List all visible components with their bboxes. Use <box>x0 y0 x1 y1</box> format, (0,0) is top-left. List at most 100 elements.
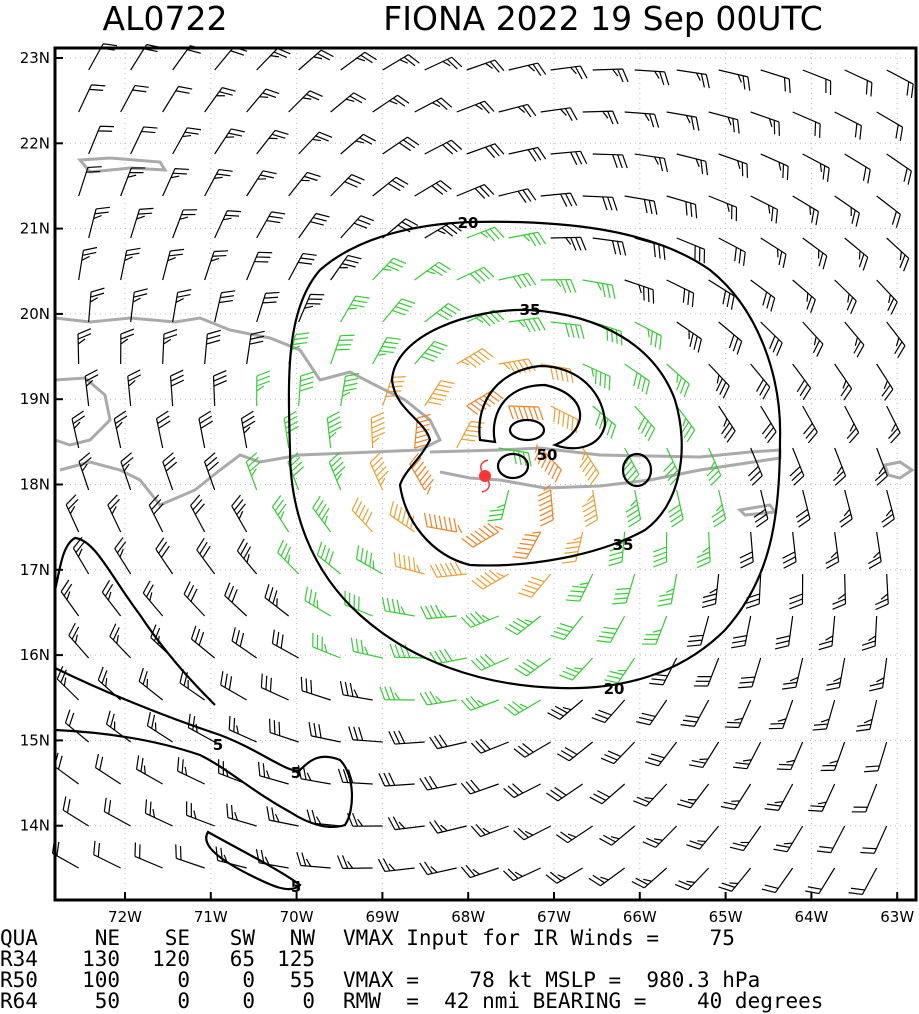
wind-barb <box>330 92 367 113</box>
wind-barb <box>760 405 777 444</box>
wind-barb <box>792 111 821 138</box>
wind-barb <box>351 497 374 533</box>
wind-barb <box>256 47 291 71</box>
wind-barb <box>750 195 779 224</box>
wind-barb <box>460 779 499 795</box>
wind-barb <box>693 657 720 687</box>
wind-barb <box>844 153 871 184</box>
wind-barb <box>876 111 904 142</box>
wind-barb <box>298 131 333 155</box>
wind-barb <box>686 615 710 647</box>
wind-barb <box>382 376 406 407</box>
wind-barb <box>344 590 373 617</box>
wind-barb <box>330 334 355 365</box>
wind-barb <box>456 100 495 114</box>
lon-label: 68W <box>451 908 485 926</box>
wind-barb <box>378 772 415 787</box>
wind-barb <box>336 855 373 869</box>
wind-barb <box>592 321 623 346</box>
wind-barb <box>424 380 455 407</box>
wind-barb <box>224 582 248 617</box>
wind-barb <box>750 111 780 136</box>
wind-barb <box>228 715 257 743</box>
wind-barb <box>676 405 696 443</box>
wind-barb <box>246 330 265 365</box>
wind-barb <box>738 657 762 689</box>
wind-barb <box>72 536 90 575</box>
wind-barb <box>348 726 383 743</box>
wind-barb <box>657 573 678 607</box>
plot-frame <box>53 46 918 902</box>
wind-barb <box>592 237 627 256</box>
wind-barb <box>101 580 122 617</box>
wind-barb <box>155 410 171 449</box>
wind-barb <box>470 653 509 671</box>
wind-barb <box>429 734 467 750</box>
wind-barb <box>508 405 544 421</box>
wind-barb <box>789 447 805 486</box>
storm-center <box>479 459 491 493</box>
wind-barb <box>503 699 541 716</box>
wind-barb <box>653 531 668 568</box>
wind-barb <box>214 210 242 239</box>
table-cell: 125 <box>277 947 315 971</box>
wind-barb <box>78 166 102 197</box>
wind-barb <box>130 207 154 239</box>
wind-barb <box>508 62 547 77</box>
wind-barb <box>832 573 847 610</box>
wind-barb <box>706 447 722 486</box>
wind-barb <box>256 211 286 239</box>
wind-barb <box>64 709 90 743</box>
wind-barb <box>864 741 888 773</box>
wind-barb <box>423 512 463 534</box>
wind-barb <box>372 336 401 365</box>
wind-barb <box>246 88 280 113</box>
wind-barb <box>579 447 600 485</box>
wind-barb <box>802 321 824 357</box>
lon-label: 64W <box>794 908 828 926</box>
wind-barb <box>424 56 463 71</box>
wind-barb <box>559 657 594 681</box>
wind-barb <box>839 489 853 528</box>
wind-barb <box>642 825 678 848</box>
wind-barb <box>550 65 588 80</box>
wind-barb <box>414 97 453 113</box>
wind-barb <box>312 632 341 659</box>
wind-barb <box>296 851 331 869</box>
wind-barb <box>94 753 121 785</box>
wind-barb <box>300 676 331 701</box>
wind-barb <box>456 348 494 368</box>
wind-barb <box>718 867 752 892</box>
wind-barb <box>88 287 105 323</box>
wind-barb <box>718 405 736 443</box>
wind-barb <box>429 648 467 665</box>
wind-barb <box>135 755 163 785</box>
wind-barb <box>113 410 128 449</box>
lat-label: 21N <box>20 220 50 238</box>
wind-barb <box>419 861 457 876</box>
table-cell: R64 <box>0 989 38 1013</box>
wind-barb <box>414 261 451 281</box>
wind-barb <box>802 405 818 444</box>
wind-barb <box>246 170 277 197</box>
wind-barb <box>701 573 720 609</box>
contour-label: 35 <box>520 301 541 319</box>
lat-label: 20N <box>20 305 50 323</box>
wind-barb <box>582 195 618 211</box>
wind-barb <box>172 209 198 239</box>
lat-label: 18N <box>20 476 50 494</box>
wind-barb <box>196 537 216 575</box>
wind-barb <box>631 867 668 889</box>
wind-barb <box>764 783 794 812</box>
wind-barb <box>768 699 794 730</box>
table-cell: 65 <box>230 947 255 971</box>
wind-barb <box>608 531 626 567</box>
wind-barb <box>667 489 684 528</box>
contour-label: 50 <box>537 446 558 464</box>
wind-barb <box>674 867 710 891</box>
wind-barb <box>340 372 360 407</box>
wind-barb <box>190 494 206 533</box>
wind-barb <box>260 673 289 701</box>
wind-barb <box>175 844 205 869</box>
wind-barb <box>550 150 588 165</box>
